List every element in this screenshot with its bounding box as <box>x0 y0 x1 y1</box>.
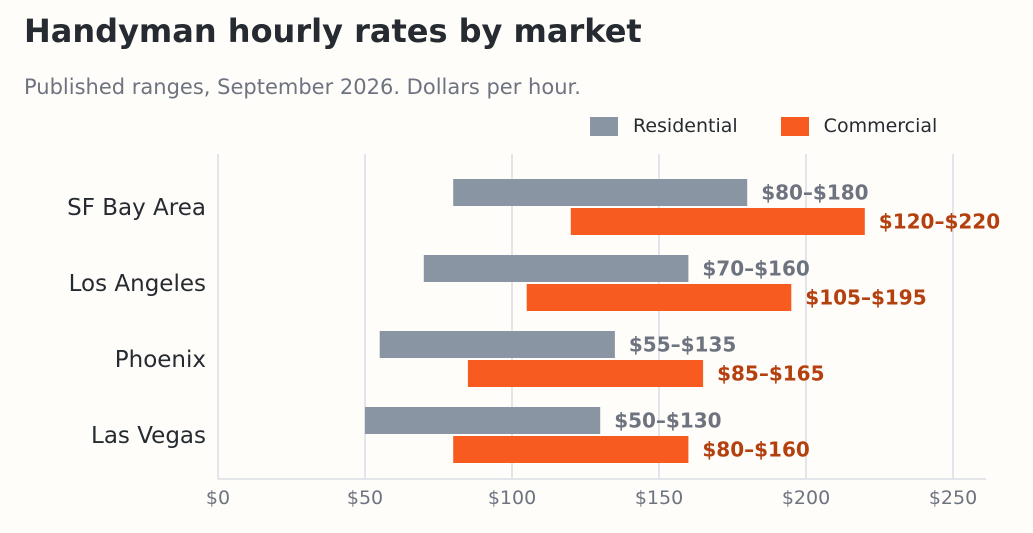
x-tick-label: $50 <box>347 487 383 509</box>
data-label-commercial: $80–$160 <box>702 438 809 462</box>
bar-residential <box>453 179 748 206</box>
legend-item-residential: Residential <box>590 115 738 137</box>
data-label-commercial: $120–$220 <box>879 210 1000 234</box>
x-tick-label: $250 <box>929 487 977 509</box>
legend-label-commercial: Commercial <box>823 115 938 137</box>
x-tick-label: $0 <box>206 487 230 509</box>
bar-commercial <box>453 436 689 463</box>
bar-commercial <box>570 208 865 235</box>
x-tick-label: $200 <box>782 487 830 509</box>
legend-swatch-residential <box>590 116 618 136</box>
bar-residential <box>365 407 601 434</box>
data-label-commercial: $105–$195 <box>805 286 926 310</box>
data-label-residential: $70–$160 <box>702 257 809 281</box>
grid-lines <box>217 154 986 480</box>
category-label: SF Bay Area <box>67 195 206 221</box>
chart-subtitle: Published ranges, September 2026. Dollar… <box>24 75 581 99</box>
data-label-commercial: $85–$165 <box>717 362 824 386</box>
bar-residential <box>423 255 689 282</box>
bar-commercial <box>467 360 704 387</box>
legend-item-commercial: Commercial <box>780 115 938 137</box>
category-label: Los Angeles <box>69 271 206 297</box>
legend-label-residential: Residential <box>633 115 738 137</box>
category-labels: SF Bay Area Los Angeles Phoenix Las Vegas <box>67 195 206 449</box>
bar-commercial <box>526 284 792 311</box>
data-label-residential: $55–$135 <box>629 333 736 357</box>
data-label-residential: $50–$130 <box>614 409 721 433</box>
chart-title: Handyman hourly rates by market <box>24 12 642 50</box>
bars: $80–$180 $120–$220 $70–$160 $105–$195 $55–$1… <box>365 179 1000 463</box>
category-label: Las Vegas <box>91 423 206 449</box>
x-tick-label: $100 <box>488 487 536 509</box>
category-label: Phoenix <box>115 347 206 373</box>
legend: Residential Commercial <box>590 115 937 137</box>
x-tick-label: $150 <box>635 487 683 509</box>
x-axis-tick-labels: $0 $50 $100 $150 $200 $250 <box>206 487 977 509</box>
bar-residential <box>379 331 615 358</box>
legend-swatch-commercial <box>780 116 809 136</box>
data-label-residential: $80–$180 <box>761 181 868 205</box>
